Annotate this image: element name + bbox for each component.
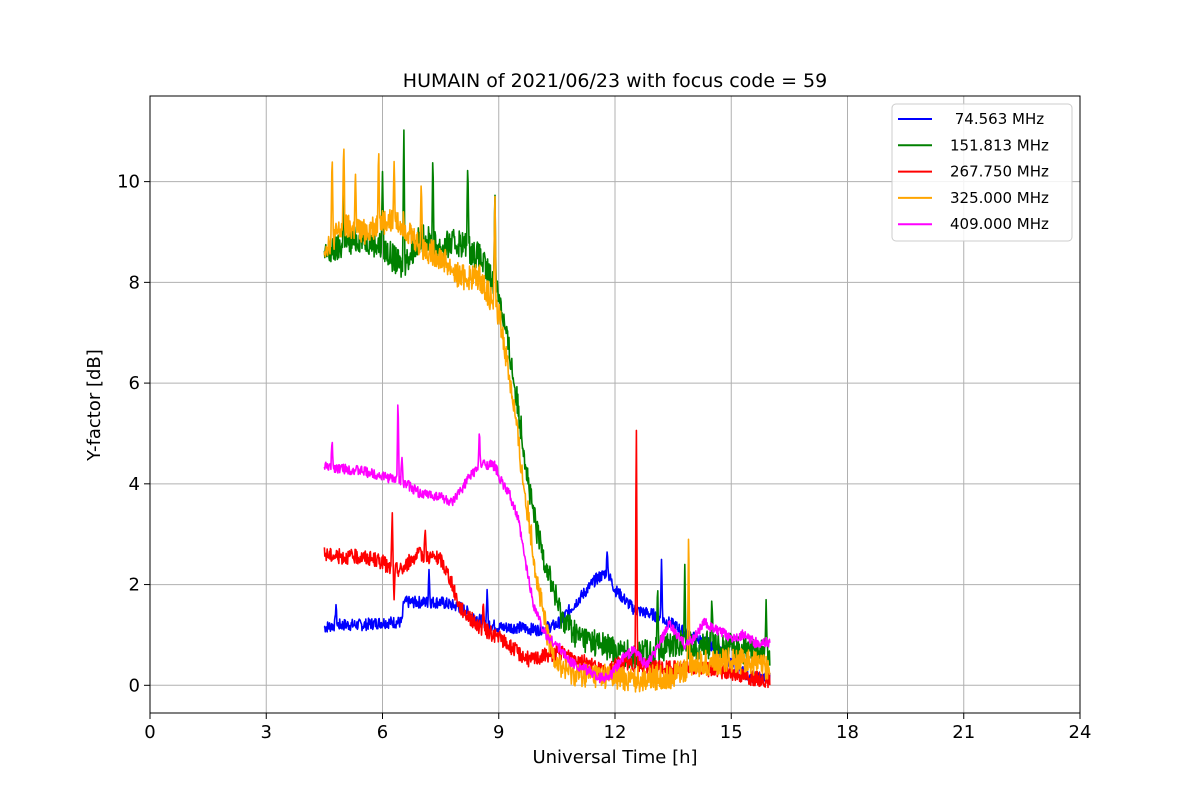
y-tick-label: 2 xyxy=(129,575,140,596)
x-tick-label: 0 xyxy=(144,722,155,743)
chart-title: HUMAIN of 2021/06/23 with focus code = 5… xyxy=(403,70,827,92)
legend-box xyxy=(891,103,1073,242)
x-tick-label: 3 xyxy=(261,722,272,743)
y-tick-label: 8 xyxy=(129,272,140,293)
x-tick-label: 24 xyxy=(1069,722,1092,743)
legend-entry: 74.563 MHz xyxy=(950,110,1044,128)
y-tick-label: 0 xyxy=(129,675,140,696)
y-tick-label: 4 xyxy=(129,474,140,495)
x-tick-label: 12 xyxy=(604,722,627,743)
x-tick-label: 18 xyxy=(836,722,859,743)
x-tick-label: 9 xyxy=(493,722,504,743)
legend: 74.563 MHz 151.813 MHz 267.750 MHz 325.000 … xyxy=(891,103,1073,242)
series-line xyxy=(323,148,771,693)
series-lines xyxy=(323,129,771,693)
y-tick-label: 6 xyxy=(129,373,140,394)
x-tick-label: 6 xyxy=(377,722,388,743)
x-tick-label: 21 xyxy=(952,722,975,743)
x-axis-label: Universal Time [h] xyxy=(532,747,697,768)
legend-entry: 409.000 MHz xyxy=(950,215,1049,233)
legend-entry: 267.750 MHz xyxy=(950,163,1049,181)
y-tick-label: 10 xyxy=(117,172,140,193)
legend-entry: 151.813 MHz xyxy=(950,136,1049,154)
y-axis-label: Y-factor [dB] xyxy=(84,349,105,462)
x-tick-label: 15 xyxy=(720,722,743,743)
legend-entry: 325.000 MHz xyxy=(950,189,1049,207)
series-line xyxy=(323,404,771,684)
